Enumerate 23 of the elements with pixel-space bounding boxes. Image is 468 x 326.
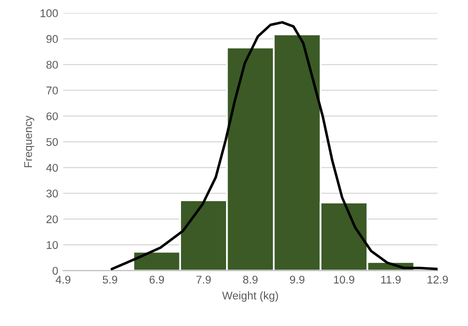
x-tick-label: 4.9	[56, 276, 70, 284]
y-tick-label: 100	[40, 9, 58, 18]
y-axis-title: Frequency	[24, 116, 34, 168]
y-tick-label: 60	[46, 112, 58, 120]
y-tick-label: 10	[46, 241, 58, 249]
x-tick-label: 10.9	[334, 276, 354, 284]
y-tick-label: 40	[46, 164, 58, 172]
y-tick-label: 50	[46, 138, 58, 146]
y-tick-label: 30	[46, 190, 58, 198]
x-tick-label: 6.9	[150, 276, 164, 284]
x-tick-label: 7.9	[196, 276, 211, 284]
y-tick-label: 0	[52, 266, 58, 275]
x-tick-label: 5.9	[102, 276, 118, 284]
x-tick-label: 8.9	[243, 276, 258, 284]
y-tick-label: 70	[46, 86, 58, 94]
x-tick-label: 12.9	[428, 276, 448, 284]
x-tick-label: 11.9	[381, 276, 401, 284]
x-axis-title: Weight (kg)	[222, 291, 278, 302]
y-tick-label: 80	[46, 60, 58, 69]
x-tick-label: 9.9	[290, 276, 304, 284]
y-tick-label: 90	[46, 35, 58, 43]
y-tick-label: 20	[46, 215, 58, 224]
line-series	[110, 21, 438, 270]
